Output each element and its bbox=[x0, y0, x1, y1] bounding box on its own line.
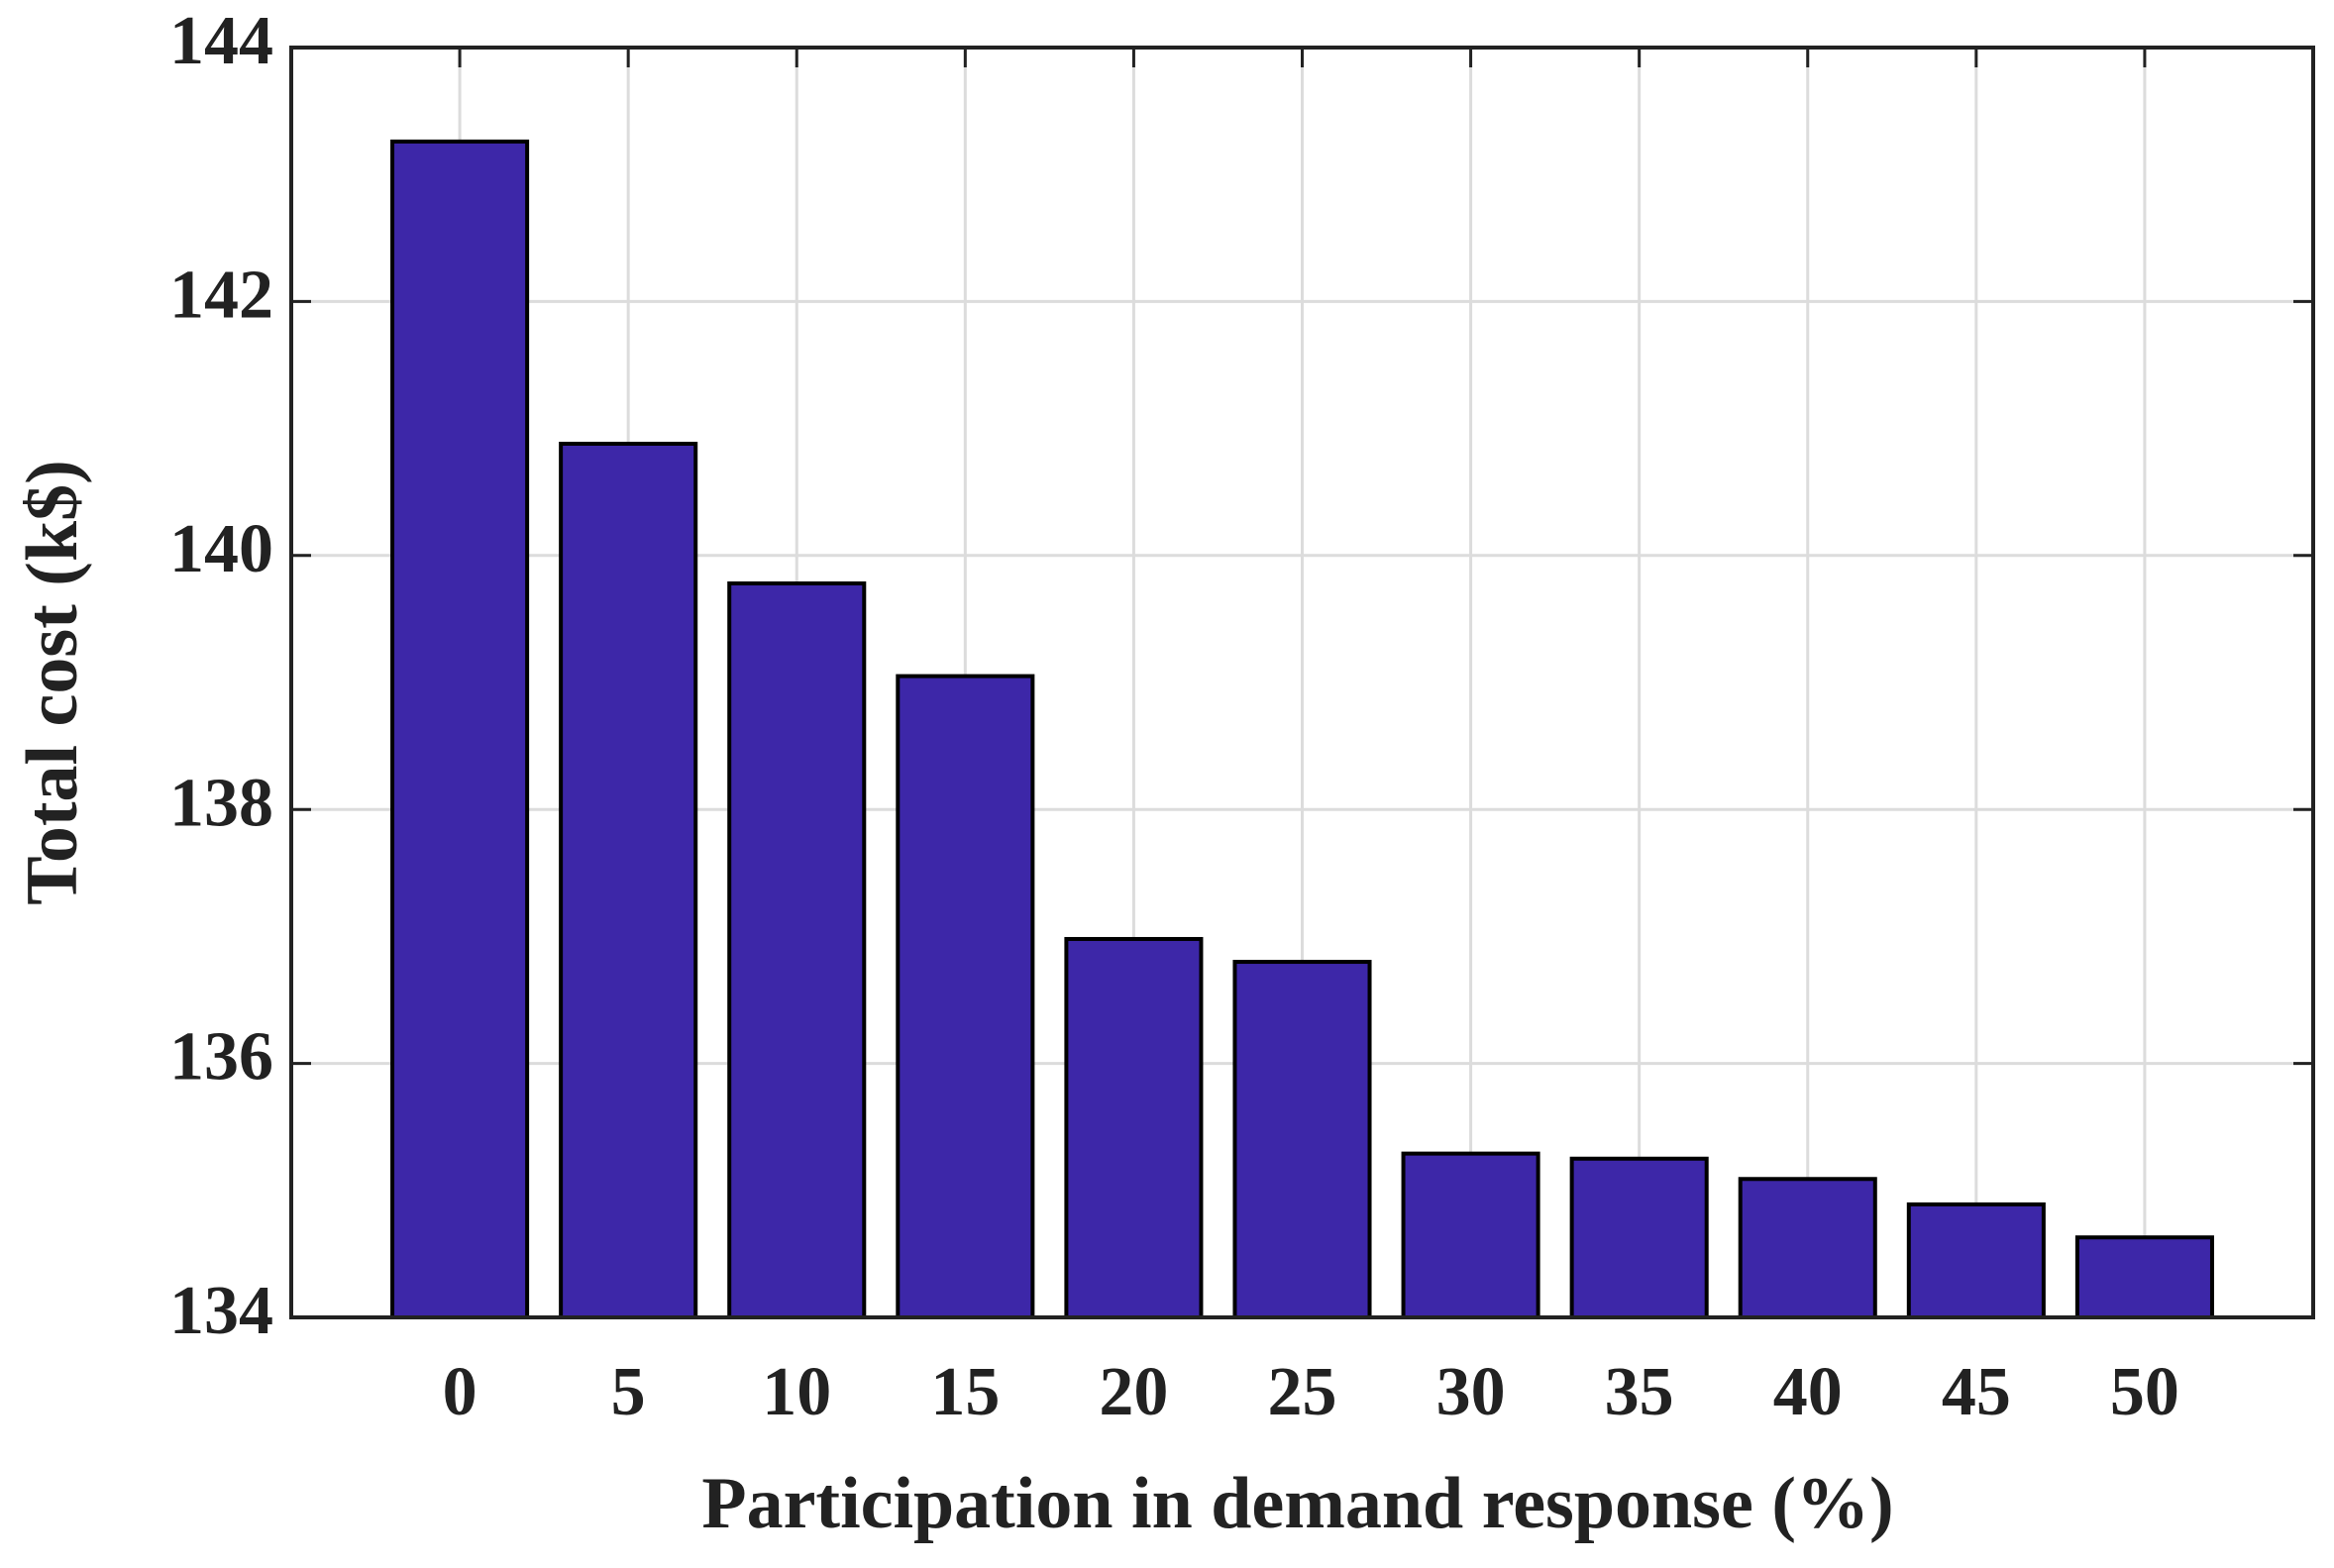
bar bbox=[559, 441, 698, 1319]
y-tick-label: 134 bbox=[169, 1273, 273, 1349]
x-tick-label: 5 bbox=[611, 1354, 646, 1430]
bar bbox=[1401, 1151, 1540, 1319]
bar bbox=[896, 674, 1035, 1319]
bar bbox=[390, 139, 530, 1319]
y-tick-label: 144 bbox=[169, 3, 273, 79]
bar bbox=[1232, 960, 1372, 1319]
y-tick-label: 138 bbox=[169, 765, 273, 841]
x-tick-label: 30 bbox=[1436, 1354, 1506, 1430]
x-tick-label: 10 bbox=[762, 1354, 831, 1430]
plot-frame bbox=[289, 46, 2315, 1319]
x-tick-label: 45 bbox=[1942, 1354, 2011, 1430]
bar bbox=[1569, 1156, 1709, 1319]
x-tick-label: 15 bbox=[930, 1354, 1000, 1430]
bar bbox=[2074, 1235, 2214, 1320]
x-tick-label: 0 bbox=[443, 1354, 477, 1430]
y-axis-label: Total cost (k$) bbox=[12, 460, 93, 905]
bar bbox=[727, 581, 867, 1319]
y-tick-label: 142 bbox=[169, 257, 273, 333]
x-tick-label: 50 bbox=[2110, 1354, 2179, 1430]
x-tick-label: 35 bbox=[1605, 1354, 1674, 1430]
y-tick-label: 136 bbox=[169, 1019, 273, 1096]
bar bbox=[1738, 1177, 1877, 1319]
bar bbox=[1906, 1202, 2046, 1319]
y-tick-label: 140 bbox=[169, 511, 273, 587]
x-tick-label: 40 bbox=[1773, 1354, 1843, 1430]
x-tick-label: 20 bbox=[1099, 1354, 1168, 1430]
bar bbox=[1064, 936, 1204, 1319]
x-axis-label: Participation in demand response (%) bbox=[701, 1463, 1893, 1544]
x-tick-label: 25 bbox=[1268, 1354, 1337, 1430]
